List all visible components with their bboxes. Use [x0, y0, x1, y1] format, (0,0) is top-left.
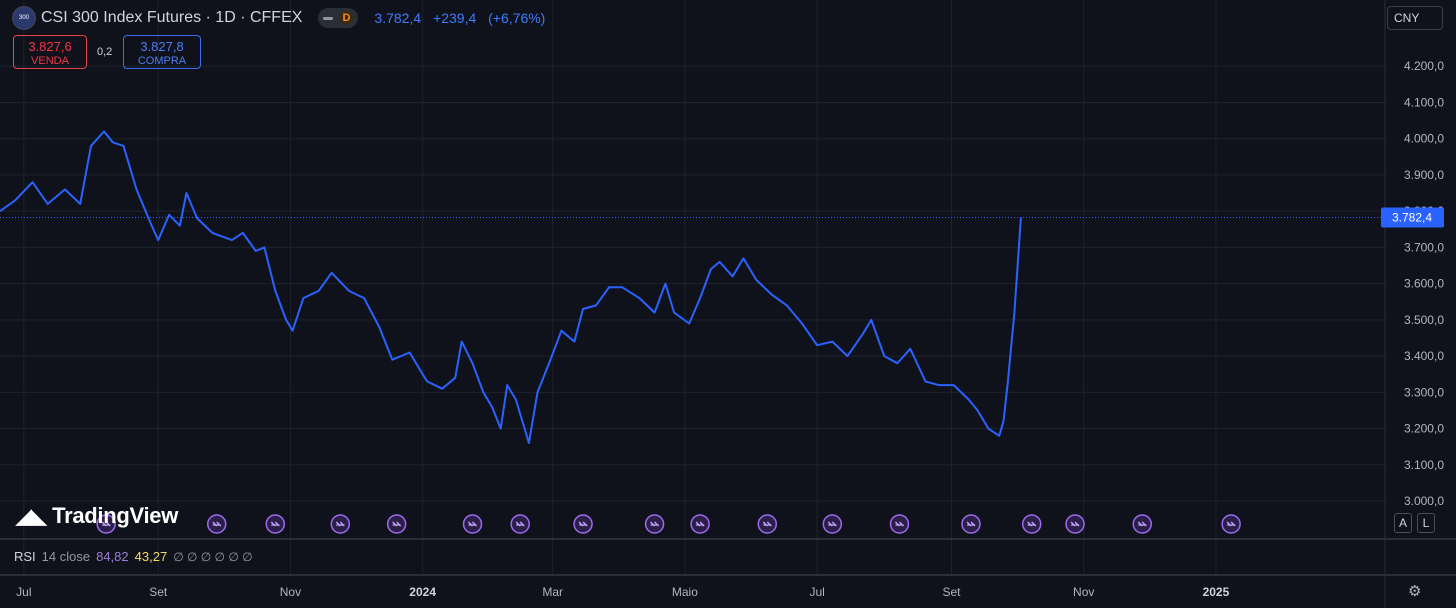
last-price-label-bg — [1381, 207, 1444, 228]
interval-badge: D — [339, 11, 354, 25]
tradingview-watermark: ◢◣ TradingView — [16, 503, 178, 529]
log-scale-button[interactable]: L — [1417, 513, 1435, 533]
buy-button[interactable]: 3.827,8 COMPRA — [123, 35, 201, 69]
price-change: +239,4 — [433, 10, 477, 26]
symbol-title[interactable]: CSI 300 Index Futures · 1D · CFFEX — [41, 9, 303, 26]
rsi-ma-value: 43,27 — [134, 549, 168, 564]
dividend-event-icon[interactable] — [690, 514, 710, 534]
interval-pill[interactable]: D — [318, 8, 359, 28]
sell-price: 3.827,6 — [28, 39, 72, 54]
dividend-event-icon[interactable] — [462, 514, 483, 534]
rsi-legend[interactable]: RSI 14 close 84,82 43,27 ∅ ∅ ∅ ∅ ∅ ∅ — [14, 549, 253, 564]
chart-grid — [0, 0, 1385, 574]
last-price-label: 3.782,4 — [1381, 207, 1444, 228]
y-tick-label: 4.000,0 — [1404, 132, 1444, 146]
dividend-event-icon[interactable] — [206, 514, 227, 534]
sell-button[interactable]: 3.827,6 VENDA — [13, 35, 87, 69]
collapse-icon — [323, 16, 334, 20]
dividend-event-icon[interactable] — [822, 514, 843, 534]
x-tick-label: 2024 — [409, 585, 436, 599]
dividend-event-icon[interactable] — [510, 514, 530, 534]
buy-label: COMPRA — [137, 55, 187, 67]
y-tick-label: 3.500,0 — [1404, 313, 1444, 327]
event-markers — [96, 514, 1241, 534]
x-tick-label: Set — [943, 585, 962, 599]
main-pane-separator — [0, 538, 1456, 540]
dividend-event-icon[interactable] — [573, 514, 593, 534]
tradingview-wordmark: TradingView — [52, 503, 179, 528]
y-tick-label: 3.900,0 — [1404, 168, 1444, 182]
settings-gear-icon[interactable]: ⚙ — [1408, 583, 1422, 600]
rsi-empty-values: ∅ ∅ ∅ ∅ ∅ ∅ — [173, 549, 253, 564]
chart-header: 300 CSI 300 Index Futures · 1D · CFFEX D… — [12, 6, 553, 30]
last-price-label-text: 3.782,4 — [1392, 211, 1432, 225]
dividend-event-icon[interactable] — [1221, 514, 1241, 534]
sell-label: VENDA — [31, 55, 69, 67]
rsi-label: RSI — [14, 549, 36, 564]
dividend-event-icon[interactable] — [644, 514, 665, 534]
x-tick-label: Jul — [809, 585, 824, 599]
spread-value: 0,2 — [97, 46, 113, 58]
dividend-event-icon[interactable] — [1065, 514, 1085, 534]
y-tick-label: 3.700,0 — [1404, 240, 1444, 254]
buy-price: 3.827,8 — [140, 39, 184, 54]
auto-scale-button[interactable]: A — [1394, 513, 1412, 533]
y-tick-label: 3.300,0 — [1404, 385, 1444, 399]
y-tick-label: 3.600,0 — [1404, 277, 1444, 291]
dividend-event-icon[interactable] — [1021, 514, 1042, 534]
x-tick-label: Maio — [672, 585, 698, 599]
dividend-event-icon[interactable] — [265, 514, 286, 534]
y-tick-label: 4.200,0 — [1404, 59, 1444, 73]
x-tick-label: 2025 — [1203, 585, 1230, 599]
dividend-event-icon[interactable] — [1132, 514, 1152, 534]
dividend-event-icon[interactable] — [330, 514, 351, 534]
currency-selector[interactable]: CNY — [1387, 6, 1443, 30]
tradingview-logo-icon: ◢◣ — [16, 505, 47, 528]
dividend-event-icon[interactable] — [757, 514, 778, 534]
last-price: 3.782,4 — [374, 10, 422, 26]
x-tick-label: Nov — [1073, 585, 1094, 599]
y-tick-label: 3.400,0 — [1404, 349, 1444, 363]
x-tick-label: Set — [149, 585, 168, 599]
dividend-event-icon[interactable] — [96, 514, 116, 534]
y-tick-label: 3.100,0 — [1404, 458, 1444, 472]
price-series-line — [0, 130, 1022, 444]
price-change-pct: (+6,76%) — [488, 10, 546, 26]
x-tick-label: Nov — [280, 585, 301, 599]
dividend-event-icon[interactable] — [961, 514, 981, 534]
price-axis: 3.000,0 3.100,0 3.200,0 3.300,0 3.400,0 3.500… — [1404, 59, 1444, 508]
rsi-value: 84,82 — [96, 549, 129, 564]
y-tick-label: 3.000,0 — [1404, 494, 1444, 508]
dividend-event-icon[interactable] — [386, 514, 407, 534]
x-tick-label: Jul — [16, 585, 31, 599]
y-tick-label: 4.100,0 — [1404, 95, 1444, 109]
quote-summary: 3.782,4 +239,4 (+6,76%) — [374, 10, 553, 26]
x-tick-label: Mar — [542, 585, 563, 599]
y-tick-label: 3.200,0 — [1404, 422, 1444, 436]
time-axis: Jul Set Nov 2024 Mar Maio Jul Set Nov 2025 — [16, 585, 1229, 599]
rsi-params: 14 close — [41, 549, 91, 564]
dividend-event-icon[interactable] — [889, 514, 910, 534]
rsi-pane-separator — [0, 574, 1456, 576]
symbol-logo: 300 — [12, 6, 36, 30]
